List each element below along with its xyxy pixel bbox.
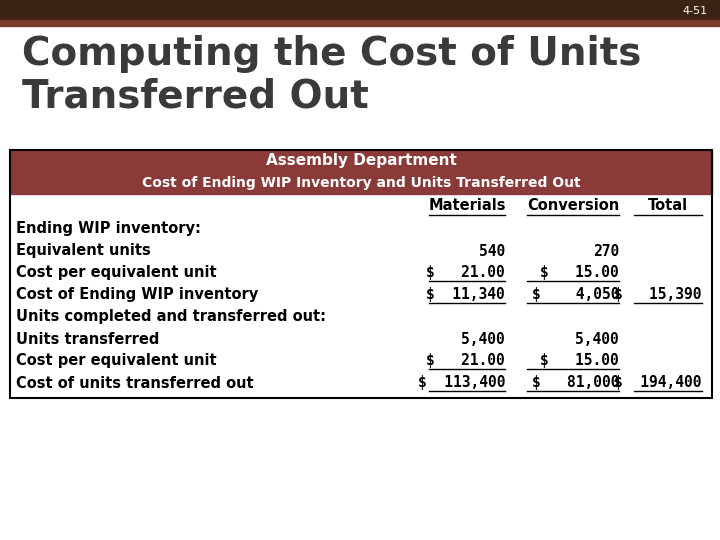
Bar: [0, 0, 720, 22]
Text: $   15,390: $ 15,390: [614, 287, 702, 302]
Text: $  11,340: $ 11,340: [426, 287, 505, 302]
Text: Units completed and transferred out:: Units completed and transferred out:: [16, 309, 326, 325]
Text: Equivalent units: Equivalent units: [16, 244, 150, 259]
Text: 270: 270: [593, 244, 619, 259]
Text: Cost of Ending WIP Inventory and Units Transferred Out: Cost of Ending WIP Inventory and Units T…: [142, 176, 580, 190]
Text: Cost of units transferred out: Cost of units transferred out: [16, 375, 253, 390]
Text: Total: Total: [648, 199, 688, 213]
Text: Assembly Department: Assembly Department: [266, 153, 456, 168]
Text: Cost per equivalent unit: Cost per equivalent unit: [16, 354, 217, 368]
Text: 4-51: 4-51: [683, 6, 708, 16]
Text: 5,400: 5,400: [575, 332, 619, 347]
Text: $   81,000: $ 81,000: [531, 375, 619, 390]
Bar: [10, 150, 712, 194]
Text: Cost of Ending WIP inventory: Cost of Ending WIP inventory: [16, 287, 258, 302]
Text: 5,400: 5,400: [462, 332, 505, 347]
Text: Cost per equivalent unit: Cost per equivalent unit: [16, 266, 217, 280]
Text: Materials: Materials: [428, 199, 505, 213]
Bar: [0, 20, 720, 26]
Text: Computing the Cost of Units
Transferred Out: Computing the Cost of Units Transferred …: [22, 35, 642, 116]
Text: $  194,400: $ 194,400: [614, 375, 702, 390]
Text: 540: 540: [479, 244, 505, 259]
Text: Units transferred: Units transferred: [16, 332, 159, 347]
Text: Conversion: Conversion: [527, 199, 619, 213]
Text: $   21.00: $ 21.00: [426, 266, 505, 280]
Text: $   15.00: $ 15.00: [540, 266, 619, 280]
Text: $    4,050: $ 4,050: [531, 287, 619, 302]
Text: $  113,400: $ 113,400: [418, 375, 505, 390]
Text: Ending WIP inventory:: Ending WIP inventory:: [16, 221, 201, 237]
Text: $   21.00: $ 21.00: [426, 354, 505, 368]
Text: $   15.00: $ 15.00: [540, 354, 619, 368]
Bar: [10, 150, 712, 398]
